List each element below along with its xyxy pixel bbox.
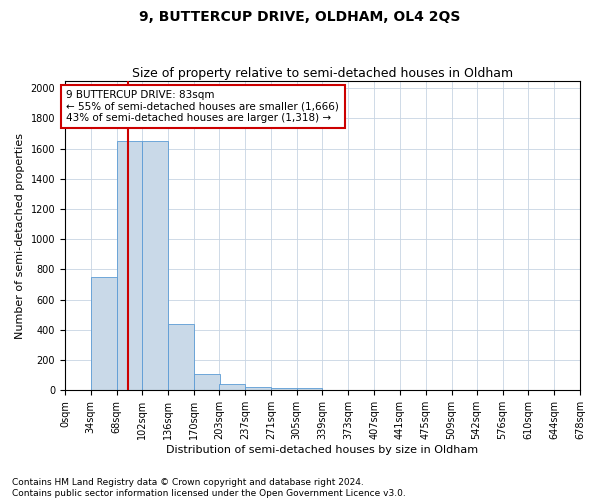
Text: 9 BUTTERCUP DRIVE: 83sqm
← 55% of semi-detached houses are smaller (1,666)
43% o: 9 BUTTERCUP DRIVE: 83sqm ← 55% of semi-d… <box>67 90 339 123</box>
Title: Size of property relative to semi-detached houses in Oldham: Size of property relative to semi-detach… <box>132 66 513 80</box>
Bar <box>245 386 271 390</box>
X-axis label: Distribution of semi-detached houses by size in Oldham: Distribution of semi-detached houses by … <box>166 445 479 455</box>
Bar <box>168 324 194 390</box>
Bar <box>219 384 245 390</box>
Bar <box>142 141 168 390</box>
Bar <box>116 141 142 390</box>
Bar <box>194 374 220 390</box>
Text: 9, BUTTERCUP DRIVE, OLDHAM, OL4 2QS: 9, BUTTERCUP DRIVE, OLDHAM, OL4 2QS <box>139 10 461 24</box>
Y-axis label: Number of semi-detached properties: Number of semi-detached properties <box>15 132 25 338</box>
Bar <box>271 388 296 390</box>
Text: Contains HM Land Registry data © Crown copyright and database right 2024.
Contai: Contains HM Land Registry data © Crown c… <box>12 478 406 498</box>
Bar <box>91 277 116 390</box>
Bar <box>296 388 322 390</box>
